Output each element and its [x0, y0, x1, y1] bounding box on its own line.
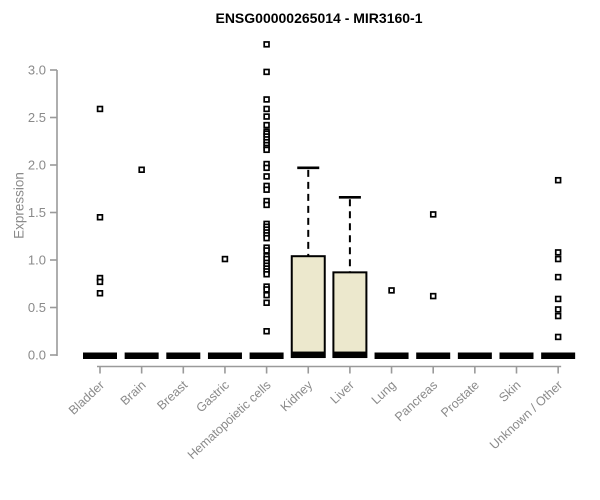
outlier-point-hematopoietic-cells	[263, 247, 270, 254]
chart-title: ENSG00000265014 - MIR3160-1	[215, 10, 423, 26]
x-tick-label-kidney: Kidney	[278, 377, 316, 414]
outlier-point-bladder	[96, 290, 104, 297]
outlier-point-hematopoietic-cells	[263, 271, 270, 278]
outlier-point-unknown-other	[554, 295, 562, 303]
zero-median-bar-kidney	[291, 351, 326, 359]
outlier-point-lung	[388, 287, 395, 294]
x-tick-label-breast: Breast	[154, 378, 190, 413]
x-tick-label-brain: Brain	[118, 378, 149, 408]
zero-median-bar-prostate	[457, 352, 492, 359]
y-tick-label: 2.5	[28, 110, 46, 125]
outlier-point-unknown-other	[554, 176, 562, 184]
zero-median-bar-brain	[124, 352, 159, 359]
outlier-point-pancreas	[429, 292, 437, 300]
outlier-point-unknown-other	[554, 306, 562, 313]
outlier-point-unknown-other	[554, 249, 562, 256]
outlier-point-hematopoietic-cells	[263, 146, 270, 154]
x-tick-label-unknown-other: Unknown / Other	[487, 378, 565, 452]
outlier-point-pancreas	[429, 211, 437, 218]
outlier-point-hematopoietic-cells	[263, 186, 270, 193]
x-tick-label-bladder: Bladder	[66, 378, 107, 418]
outlier-point-unknown-other	[554, 273, 562, 281]
y-tick-label: 1.0	[28, 253, 46, 268]
box-kidney	[290, 255, 326, 359]
outlier-point-bladder	[96, 278, 104, 286]
zero-median-bar-gastric	[207, 352, 242, 359]
outlier-point-hematopoietic-cells	[263, 173, 270, 180]
outlier-point-hematopoietic-cells	[263, 68, 270, 76]
zero-median-bar-unknown-other	[541, 352, 576, 359]
outlier-point-hematopoietic-cells	[263, 41, 270, 48]
zero-median-bar-breast	[166, 352, 201, 359]
zero-median-bar-bladder	[83, 352, 117, 359]
outlier-point-hematopoietic-cells	[263, 328, 270, 335]
y-axis-label: Expression	[11, 172, 27, 239]
outlier-point-unknown-other	[554, 333, 562, 341]
outlier-point-unknown-other	[554, 312, 562, 320]
y-tick-label: 0.5	[28, 300, 46, 315]
x-tick-label-lung: Lung	[369, 378, 399, 407]
outlier-point-gastric	[221, 255, 229, 263]
outlier-point-hematopoietic-cells	[263, 113, 270, 120]
outlier-point-hematopoietic-cells	[263, 299, 270, 307]
outlier-point-hematopoietic-cells	[263, 234, 270, 242]
outlier-point-hematopoietic-cells	[263, 121, 270, 129]
box-liver	[332, 271, 368, 359]
zero-median-bar-lung	[374, 352, 409, 359]
outlier-point-brain	[138, 166, 145, 174]
outlier-point-hematopoietic-cells	[263, 105, 270, 113]
y-tick-label: 0.0	[28, 348, 46, 363]
x-tick-label-skin: Skin	[496, 378, 523, 405]
outlier-point-hematopoietic-cells	[263, 286, 270, 293]
y-tick-label: 1.5	[28, 205, 46, 220]
outlier-point-hematopoietic-cells	[263, 201, 270, 209]
x-tick-label-prostate: Prostate	[438, 378, 482, 420]
outlier-point-hematopoietic-cells	[263, 164, 270, 172]
y-tick-label: 3.0	[28, 63, 46, 78]
y-tick-label: 2.0	[28, 158, 46, 173]
zero-median-bar-hematopoietic-cells	[249, 352, 284, 359]
zero-median-bar-skin	[499, 352, 534, 359]
outlier-point-bladder	[96, 105, 104, 113]
outlier-point-bladder	[96, 214, 104, 221]
x-tick-label-gastric: Gastric	[193, 378, 232, 415]
zero-median-bar-pancreas	[416, 352, 451, 359]
zero-median-bar-liver	[332, 351, 367, 359]
outlier-point-hematopoietic-cells	[263, 291, 270, 299]
x-tick-label-pancreas: Pancreas	[392, 378, 440, 424]
outlier-point-unknown-other	[554, 255, 562, 263]
outlier-point-hematopoietic-cells	[263, 96, 270, 103]
x-tick-label-liver: Liver	[328, 378, 357, 407]
